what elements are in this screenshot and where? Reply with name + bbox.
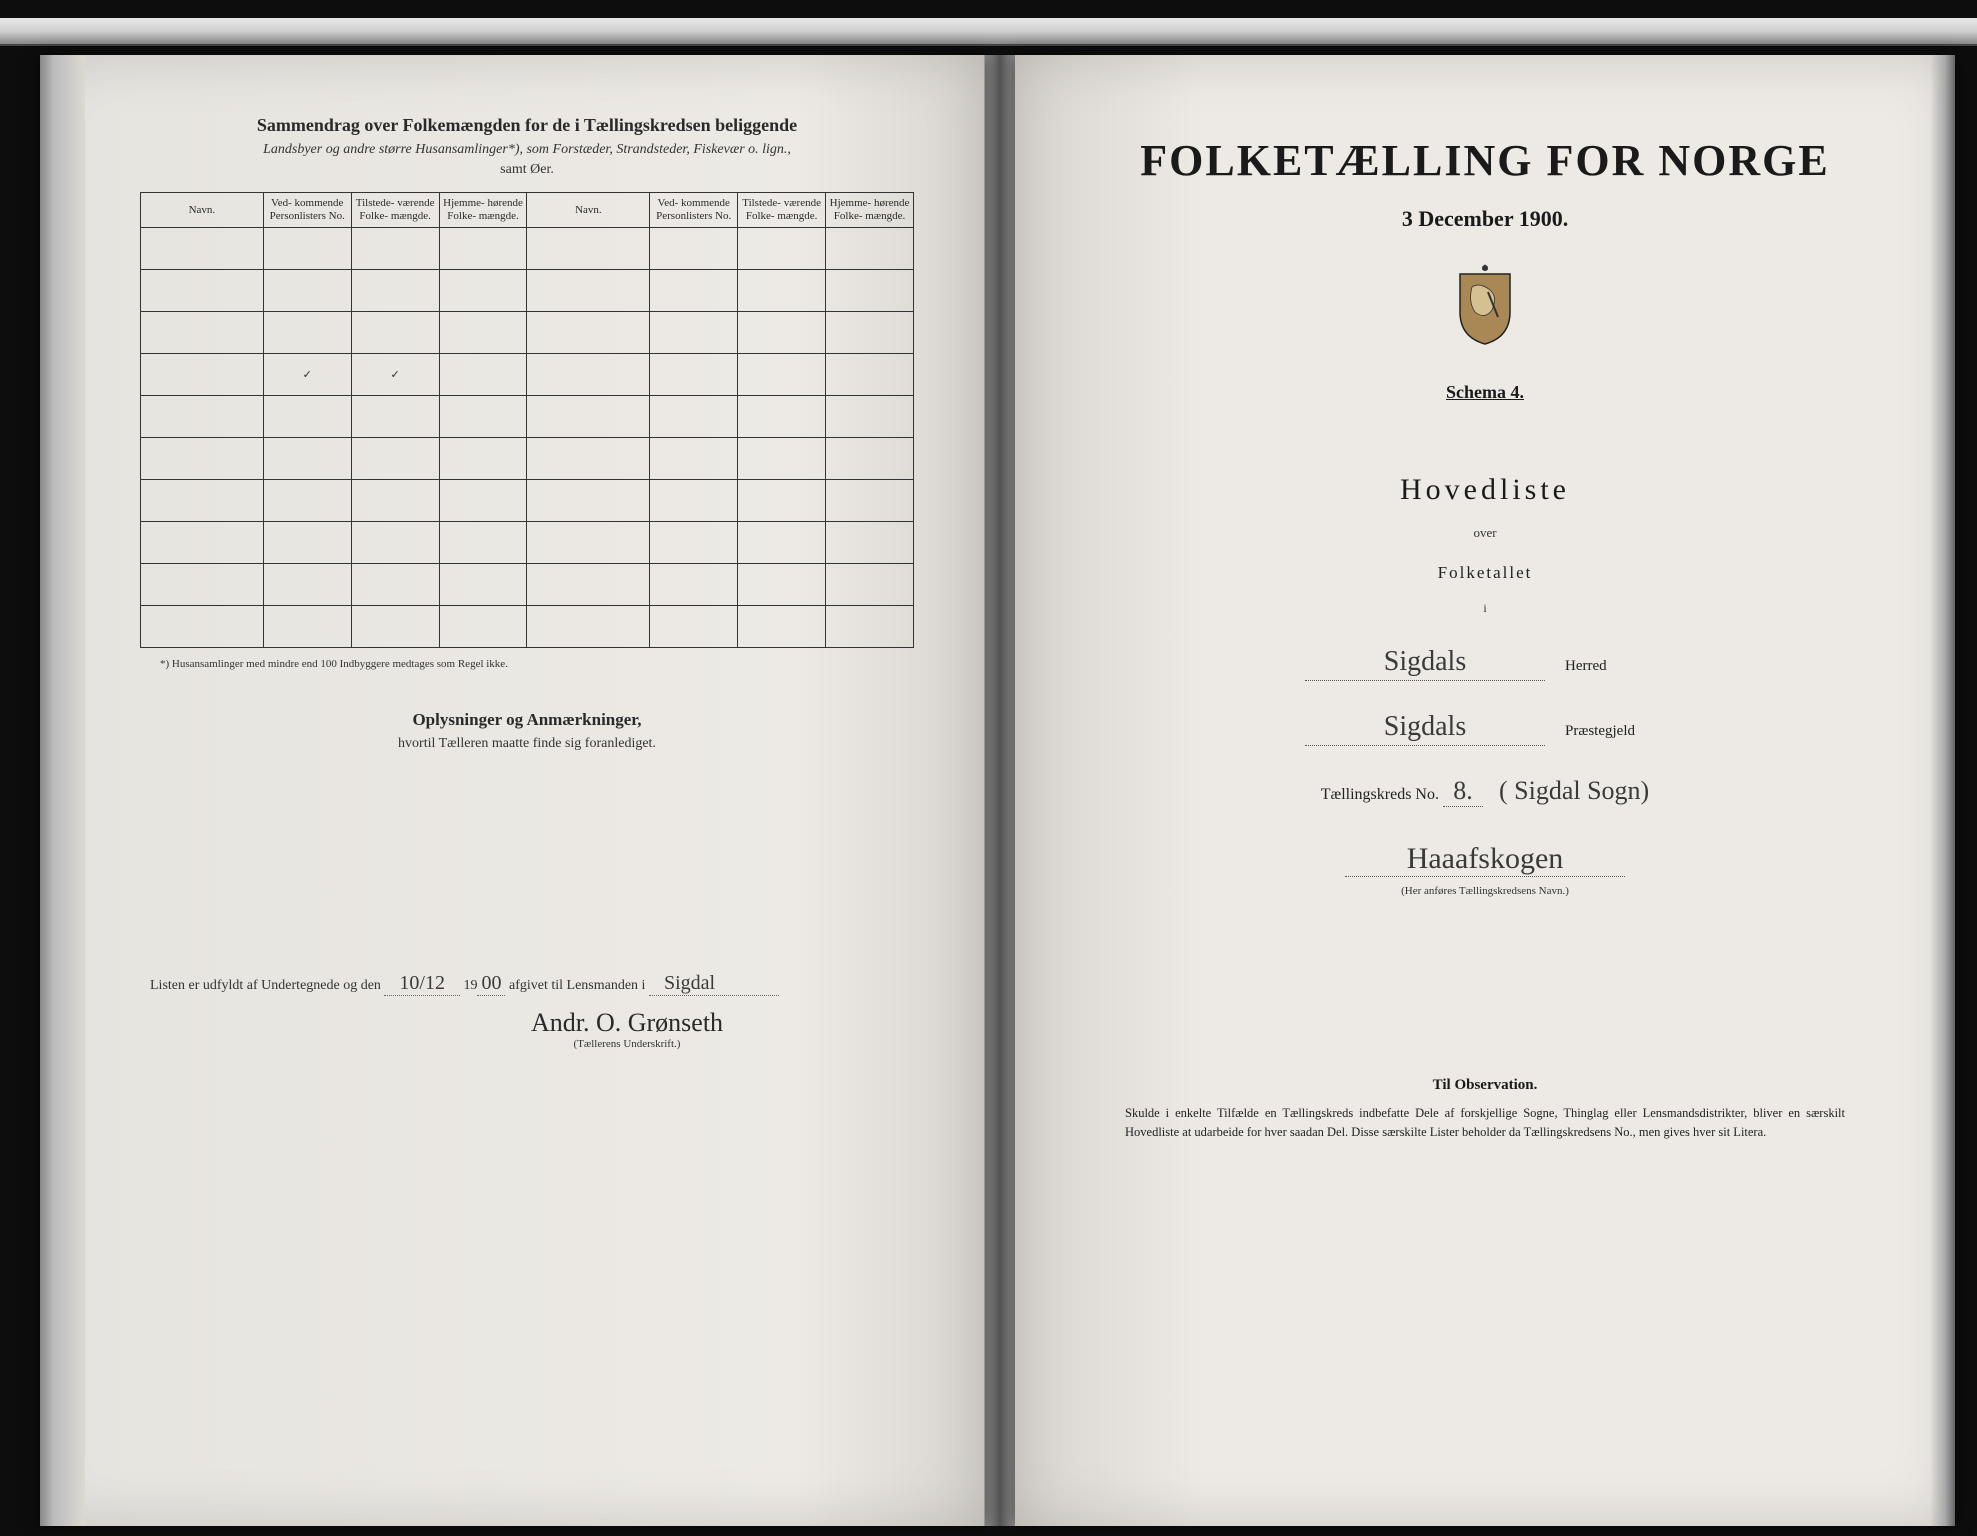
col-personlisters-2: Ved- kommende Personlisters No.	[650, 193, 738, 228]
signature-line: Listen er udfyldt af Undertegnede og den…	[140, 972, 914, 996]
scanner-top-edge	[0, 18, 1977, 46]
kreds-line: Tællingskreds No. 8. ( Sigdal Sogn)	[1105, 776, 1865, 807]
sig-year-handwritten: 00	[477, 972, 505, 996]
observation-text: Skulde i enkelte Tilfælde en Tællingskre…	[1105, 1104, 1865, 1142]
table-row	[141, 522, 914, 564]
left-page-subtitle2: samt Øer.	[140, 162, 914, 178]
herred-field: Sigdals Herred	[1105, 646, 1865, 681]
hovedliste-heading: Hovedliste	[1105, 473, 1865, 507]
observation-title: Til Observation.	[1105, 1077, 1865, 1094]
kreds-paren-handwritten: ( Sigdal Sogn)	[1499, 776, 1649, 806]
table-row	[141, 564, 914, 606]
handwritten-mark: ✓	[351, 354, 439, 396]
over-label: over	[1105, 525, 1865, 541]
handwritten-mark: ✓	[263, 354, 351, 396]
col-tilstede-2: Tilstede- værende Folke- mængde.	[738, 193, 826, 228]
sig-mid: afgivet til Lensmanden i	[509, 978, 645, 993]
kreds-note: (Her anføres Tællingskredsens Navn.)	[1105, 885, 1865, 897]
table-row	[141, 228, 914, 270]
left-page-title: Sammendrag over Folkemængden for de i Tæ…	[140, 115, 914, 136]
sig-year-prefix: 19	[463, 978, 477, 993]
prestegjeld-label: Præstegjeld	[1565, 723, 1665, 740]
kreds-name-handwritten: Haaafskogen	[1345, 842, 1625, 877]
table-header-row: Navn. Ved- kommende Personlisters No. Ti…	[141, 193, 914, 228]
remarks-subtitle: hvortil Tælleren maatte finde sig foranl…	[140, 736, 914, 752]
col-hjemme-1: Hjemme- hørende Folke- mængde.	[439, 193, 527, 228]
herred-value-handwritten: Sigdals	[1305, 646, 1545, 681]
book-spine	[985, 55, 1015, 1526]
prestegjeld-field: Sigdals Præstegjeld	[1105, 711, 1865, 746]
schema-label: Schema 4.	[1105, 382, 1865, 403]
table-row	[141, 438, 914, 480]
col-navn-1: Navn.	[141, 193, 264, 228]
table-row	[141, 480, 914, 522]
table-footnote: *) Husansamlinger med mindre end 100 Ind…	[160, 658, 914, 670]
i-label: i	[1105, 601, 1865, 616]
herred-label: Herred	[1565, 658, 1665, 675]
col-hjemme-2: Hjemme- hørende Folke- mængde.	[826, 193, 914, 228]
kreds-prefix: Tællingskreds No.	[1321, 786, 1439, 803]
col-tilstede-1: Tilstede- værende Folke- mængde.	[351, 193, 439, 228]
table-row	[141, 606, 914, 648]
folketallet-label: Folketallet	[1105, 563, 1865, 583]
kreds-no-handwritten: 8.	[1443, 776, 1483, 807]
census-date: 3 December 1900.	[1105, 206, 1865, 232]
left-page-subtitle: Landsbyer og andre større Husansamlinger…	[140, 142, 914, 158]
signature-name: Andr. O. Grønseth	[140, 1008, 914, 1038]
sig-place-handwritten: Sigdal	[649, 972, 779, 996]
table-row	[141, 270, 914, 312]
remarks-title: Oplysninger og Anmærkninger,	[140, 710, 914, 730]
norway-coat-of-arms-icon	[1450, 262, 1520, 347]
table-row: ✓✓	[141, 354, 914, 396]
census-main-title: FOLKETÆLLING FOR NORGE	[1105, 135, 1865, 186]
col-navn-2: Navn.	[527, 193, 650, 228]
col-personlisters-1: Ved- kommende Personlisters No.	[263, 193, 351, 228]
right-page: FOLKETÆLLING FOR NORGE 3 December 1900. …	[1015, 55, 1955, 1526]
signature-label: (Tællerens Underskrift.)	[140, 1038, 914, 1050]
left-page: Sammendrag over Folkemængden for de i Tæ…	[40, 55, 985, 1526]
summary-table: Navn. Ved- kommende Personlisters No. Ti…	[140, 192, 914, 648]
table-row	[141, 312, 914, 354]
open-book: Sammendrag over Folkemængden for de i Tæ…	[40, 55, 1957, 1526]
table-body: ✓✓	[141, 228, 914, 648]
sig-date-handwritten: 10/12	[384, 972, 460, 996]
sig-prefix: Listen er udfyldt af Undertegnede og den	[150, 978, 381, 993]
table-row	[141, 396, 914, 438]
prestegjeld-value-handwritten: Sigdals	[1305, 711, 1545, 746]
